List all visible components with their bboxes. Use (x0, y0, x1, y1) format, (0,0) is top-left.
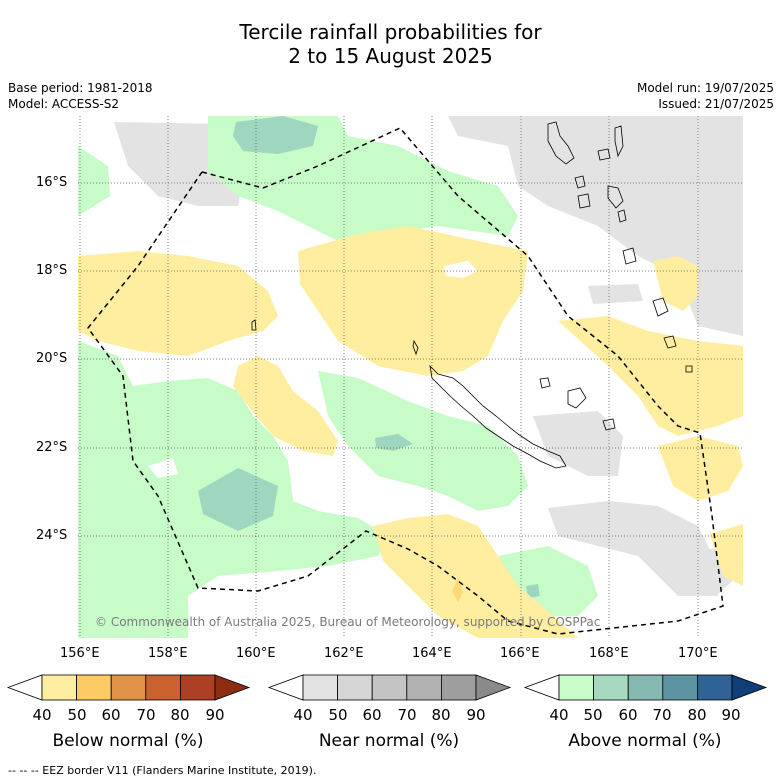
colorbar-extend-high (214, 674, 251, 701)
colorbar-below-normal (6, 674, 251, 701)
map-title-line1: Tercile rainfall probabilities for (239, 20, 542, 44)
cb-near-tick: 90 (466, 706, 486, 724)
colorbar-near-normal (267, 674, 512, 701)
colorbar-box (76, 674, 112, 701)
lat-label: 20°S (36, 351, 68, 366)
colorbar-box (558, 674, 594, 701)
cb-near-tick: 80 (431, 706, 451, 724)
cb-near-tick: 70 (397, 706, 417, 724)
vanuatu-coast (547, 121, 575, 165)
colorbar-extend-high (475, 674, 512, 701)
cb-below-title: Below normal (%) (52, 731, 204, 751)
cb-below-tick: 50 (67, 706, 87, 724)
colorbars (6, 674, 768, 701)
cb-above-tick: 70 (652, 706, 672, 724)
colorbar-box (41, 674, 77, 701)
lon-label: 168°E (589, 646, 629, 661)
colorbar-box (145, 674, 181, 701)
colorbar-box (371, 674, 408, 701)
cb-near-tick: 40 (293, 706, 313, 724)
lat-label: 22°S (36, 440, 68, 455)
lon-label: 164°E (412, 646, 452, 661)
colorbar-box (593, 674, 629, 701)
cb-above-tick: 90 (721, 706, 741, 724)
lon-label: 162°E (324, 646, 364, 661)
cb-near-title: Near normal (%) (318, 731, 460, 751)
colorbar-box (440, 674, 477, 701)
lat-label: 18°S (36, 263, 68, 278)
new-caledonia-coast (429, 364, 567, 469)
model-name: Model: ACCESS-S2 (8, 97, 120, 111)
below-normal-60 (452, 578, 463, 602)
colorbar-box (110, 674, 147, 701)
cb-above-tick: 40 (549, 706, 569, 724)
copyright-credit: © Commonwealth of Australia 2025, Bureau… (95, 615, 600, 629)
colorbar-extend-low (523, 674, 560, 701)
issued-date: Issued: 21/07/2025 (658, 97, 774, 111)
cb-above-tick: 50 (583, 706, 603, 724)
lon-label: 166°E (500, 646, 540, 661)
cb-above-tick: 80 (687, 706, 707, 724)
cb-below-tick: 90 (205, 706, 225, 724)
rainfall-map: © Commonwealth of Australia 2025, Bureau… (78, 116, 743, 638)
above-normal-60 (198, 116, 540, 598)
holes (148, 261, 478, 478)
colorbar-box (662, 674, 698, 701)
model-run: Model run: 19/07/2025 (636, 81, 774, 95)
cb-below-tick: 80 (170, 706, 190, 724)
cb-below-tick: 70 (136, 706, 156, 724)
cb-near-tick: 50 (328, 706, 348, 724)
lon-label: 156°E (60, 646, 100, 661)
lat-label: 16°S (36, 175, 68, 190)
colorbar-box (406, 674, 442, 701)
colorbar-above-normal (523, 674, 768, 701)
colorbar-box (337, 674, 373, 701)
cb-above-tick: 60 (618, 706, 638, 724)
cb-below-tick: 40 (32, 706, 52, 724)
below-normal-50 (78, 226, 743, 638)
colorbar-box (697, 674, 733, 701)
lat-label: 24°S (36, 528, 68, 543)
colorbar-box (302, 674, 338, 701)
base-period: Base period: 1981-2018 (8, 81, 153, 95)
colorbar-box (627, 674, 664, 701)
eez-border (87, 127, 724, 635)
cb-near-tick: 60 (362, 706, 382, 724)
lon-label: 158°E (148, 646, 188, 661)
cb-above-title: Above normal (%) (568, 731, 722, 751)
colorbar-extend-low (6, 674, 43, 701)
colorbar-extend-high (731, 674, 768, 701)
coastlines (251, 121, 693, 469)
cb-below-tick: 60 (101, 706, 121, 724)
map-title-line2: 2 to 15 August 2025 (288, 44, 493, 68)
colorbar-extend-low (267, 674, 304, 701)
lon-label: 170°E (678, 646, 718, 661)
eez-legend-note: -- -- -- EEZ border V11 (Flanders Marine… (8, 764, 317, 777)
colorbar-box (179, 674, 216, 701)
lon-label: 160°E (236, 646, 276, 661)
loyalty-islands (539, 377, 551, 389)
